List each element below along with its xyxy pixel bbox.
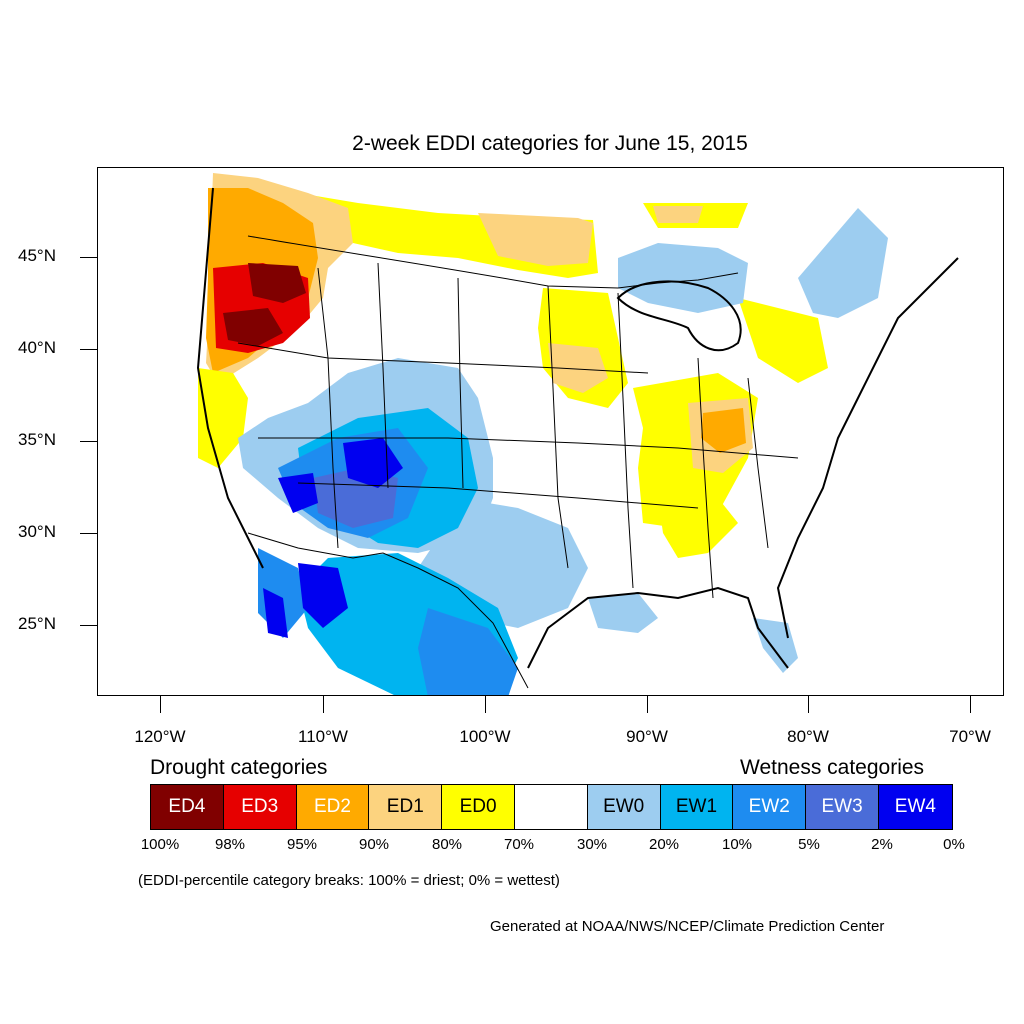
lon-tick-90: [647, 696, 648, 713]
credit-line: Generated at NOAA/NWS/NCEP/Climate Predi…: [490, 918, 885, 935]
break-label: 98%: [214, 836, 246, 853]
lon-tick-100: [485, 696, 486, 713]
great-lakes-outline: [616, 280, 742, 352]
lon-tick-110: [323, 696, 324, 713]
region-ew2-texas: [418, 608, 518, 695]
region-ed4-core: [248, 263, 306, 303]
legend-label-ew2: EW2: [748, 796, 790, 817]
lat-label-30: 30°N: [18, 522, 56, 541]
region-ew0-new-england: [798, 208, 888, 318]
region-ed0-southeast: [658, 498, 738, 558]
lat-tick-30: [80, 533, 97, 534]
legend-label-ew3: EW3: [821, 796, 863, 817]
region-ed1-northeast: [653, 206, 703, 223]
lon-label-120: 120°W: [134, 727, 186, 746]
lat-label-40: 40°N: [18, 338, 56, 357]
state-line-8: [617, 292, 634, 589]
region-ew4-colorado: [343, 438, 403, 488]
boundary-lines: [196, 187, 959, 689]
legend-cell-ed0: ED0: [442, 785, 515, 829]
map-panel: [97, 167, 1004, 696]
legend-cell-normal: [514, 785, 588, 829]
break-label: 5%: [798, 836, 820, 853]
break-label: 70%: [503, 836, 535, 853]
state-line-3: [297, 482, 699, 509]
legend-label-ew0: EW0: [603, 796, 645, 817]
wetness-categories-heading: Wetness categories: [740, 756, 925, 779]
lat-label-25: 25°N: [18, 614, 56, 633]
lon-label-70: 70°W: [949, 727, 991, 746]
break-label: 0%: [943, 836, 965, 853]
lon-tick-80: [808, 696, 809, 713]
lon-tick-70: [970, 696, 971, 713]
drought-categories-heading: Drought categories: [150, 756, 328, 779]
lat-tick-35: [80, 441, 97, 442]
lon-label-110: 110°W: [298, 727, 348, 746]
legend-cell-ew2: EW2: [733, 785, 807, 829]
category-fill-layer: [198, 173, 888, 695]
legend-label-ew1: EW1: [675, 796, 718, 817]
legend-cell-ew4: EW4: [878, 785, 952, 829]
region-ed1-midwest: [548, 343, 608, 393]
region-ed0-california: [198, 368, 248, 468]
legend-cell-ew1: EW1: [660, 785, 734, 829]
legend-cell-ew0: EW0: [587, 785, 661, 829]
break-label: 80%: [431, 836, 463, 853]
atlantic-coast: [776, 257, 959, 639]
region-ew0-great-lakes: [618, 243, 748, 313]
break-label: 20%: [648, 836, 680, 853]
state-line-2: [258, 437, 799, 459]
legend-cell-ew3: EW3: [806, 785, 879, 829]
state-line-5: [377, 262, 389, 489]
legend-label-ed2: ED2: [314, 796, 351, 817]
lat-label-45: 45°N: [18, 246, 56, 265]
lon-label-100: 100°W: [459, 727, 511, 746]
break-label: 90%: [358, 836, 390, 853]
mexico-border: [247, 532, 529, 689]
category-breaks-note: (EDDI-percentile category breaks: 100% =…: [138, 872, 560, 889]
legend-label-ed4: ED4: [168, 796, 206, 817]
map-title: 2-week EDDI categories for June 15, 2015: [352, 132, 748, 155]
state-line-1: [237, 342, 649, 374]
legend-cell-ed4: ED4: [151, 785, 224, 829]
region-ew4-baja: [263, 588, 288, 638]
break-label: 100%: [140, 836, 180, 853]
lat-label-35: 35°N: [18, 430, 56, 449]
pacific-coast: [196, 187, 264, 569]
eddi-map: [196, 173, 959, 695]
legend-cell-ed3: ED3: [223, 785, 297, 829]
lat-tick-25: [80, 625, 97, 626]
legend-cell-ed1: ED1: [369, 785, 443, 829]
break-label: 2%: [871, 836, 893, 853]
region-ed4-core-b: [223, 308, 283, 346]
region-ew4-mexico: [298, 563, 348, 628]
region-ed0-great-lakes: [738, 298, 828, 383]
lat-tick-40: [80, 349, 97, 350]
state-line-10: [747, 377, 769, 549]
state-line-6: [457, 277, 464, 489]
legend-label-ed1: ED1: [386, 796, 424, 817]
region-ed2-ohio: [701, 408, 746, 453]
lat-tick-45: [80, 257, 97, 258]
legend-label-ed0: ED0: [459, 796, 497, 817]
lon-tick-120: [160, 696, 161, 713]
state-line-4: [317, 267, 339, 549]
state-line-7: [547, 285, 569, 569]
break-label: 95%: [286, 836, 318, 853]
region-ew0-gulf: [588, 593, 658, 633]
lon-label-80: 80°W: [787, 727, 829, 746]
break-label: 30%: [576, 836, 608, 853]
lon-label-90: 90°W: [626, 727, 668, 746]
state-line-9: [697, 357, 714, 599]
legend-label-ew4: EW4: [894, 796, 936, 817]
region-ed1-north-plains: [478, 213, 593, 266]
break-label: 10%: [721, 836, 753, 853]
legend-label-ed3: ED3: [241, 796, 279, 817]
legend-cell-ed2: ED2: [296, 785, 370, 829]
region-ew0-florida: [753, 618, 798, 673]
gulf-coast: [527, 586, 789, 669]
legend-color-bar: ED4 ED3 ED2 ED1 ED0 EW0 EW1 EW2 EW3 EW4: [150, 784, 953, 830]
